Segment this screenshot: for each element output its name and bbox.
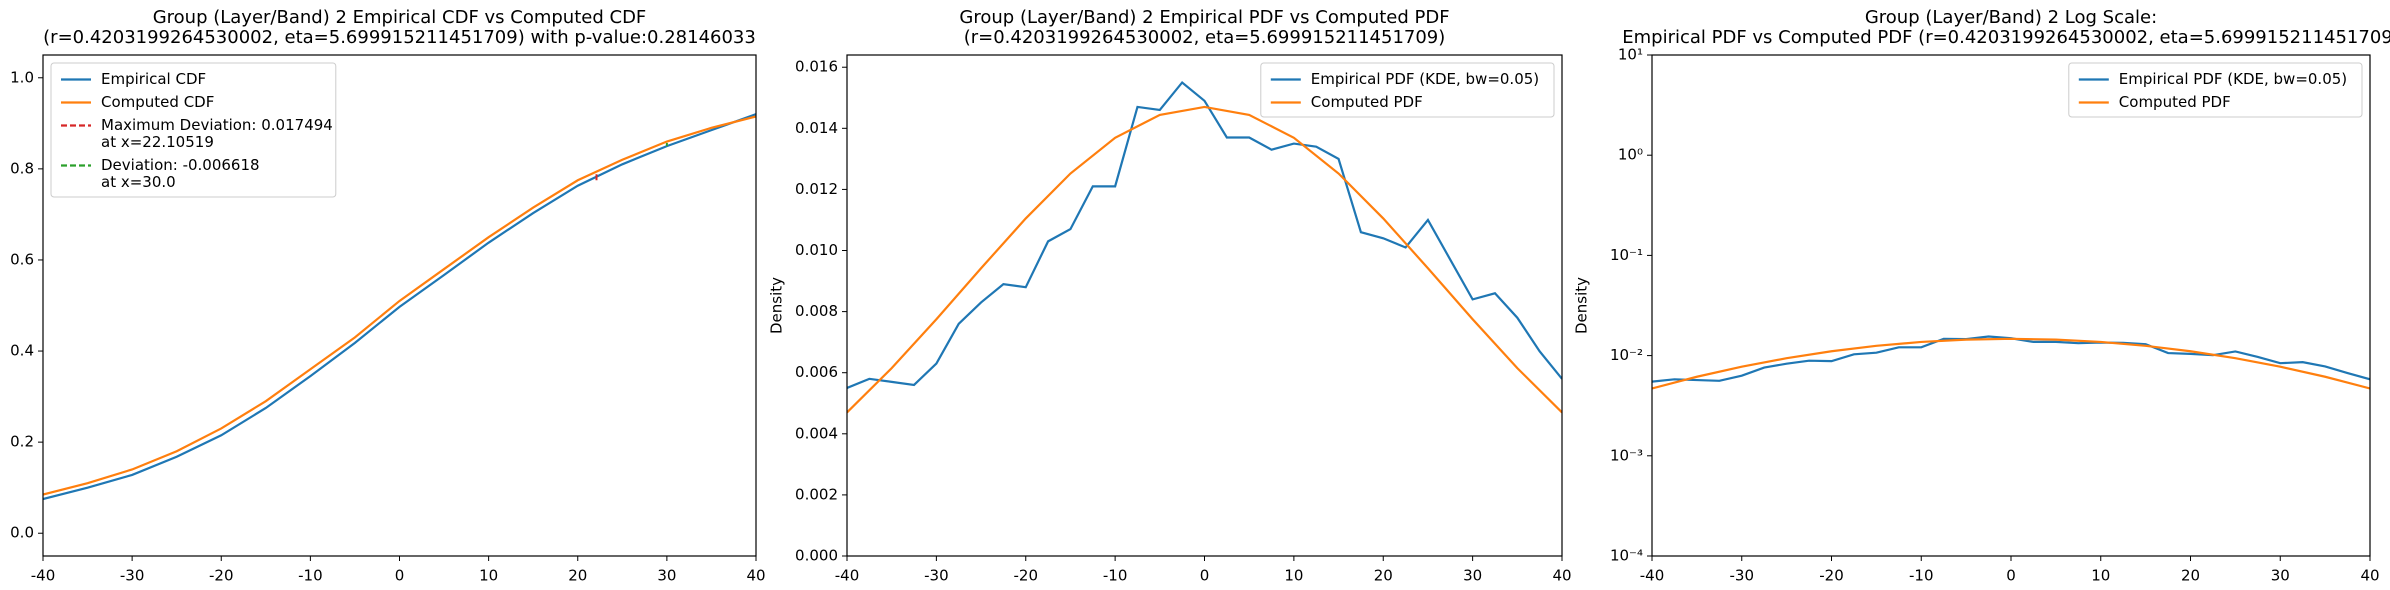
series-line — [1652, 335, 2370, 383]
legend-label: Computed CDF — [101, 93, 214, 111]
x-tick-label: -30 — [120, 567, 145, 585]
y-tick-label: 1.0 — [10, 68, 34, 86]
y-tick-label: 10⁻⁴ — [1610, 547, 1643, 565]
series-line — [43, 115, 756, 496]
axes-frame — [1651, 54, 2371, 557]
chart-title: Group (Layer/Band) 2 Log Scale: — [1865, 7, 2157, 28]
legend-box — [50, 62, 337, 198]
y-tick-label: 0.006 — [795, 363, 838, 381]
y-tick-label: 0.004 — [795, 424, 838, 442]
x-tick-label: -20 — [209, 567, 234, 585]
x-tick-label: -10 — [1103, 567, 1128, 585]
y-tick-label: 0.2 — [10, 433, 34, 451]
plot-area — [1652, 335, 2370, 390]
x-tick-label: -30 — [924, 567, 949, 585]
legend-box — [1260, 62, 1555, 118]
y-tick-label: 0.014 — [795, 119, 838, 137]
x-tick-label: 20 — [2181, 567, 2200, 585]
x-tick-label: -40 — [1640, 567, 1665, 585]
legend-box — [2068, 62, 2363, 118]
y-tick-label: 0.012 — [795, 180, 838, 198]
y-tick-label: 0.4 — [10, 342, 34, 360]
x-tick-label: 0 — [1200, 567, 1210, 585]
y-tick-label: 0.016 — [795, 58, 838, 76]
plot-area — [43, 113, 756, 501]
legend-label: at x=22.10519 — [101, 133, 214, 151]
legend: Empirical PDF (KDE, bw=0.05) Computed PDF — [1260, 62, 1555, 118]
y-tick-label: 10⁻¹ — [1610, 246, 1643, 264]
plot-area — [847, 80, 1562, 414]
series-line — [1652, 337, 2370, 390]
x-tick-label: 20 — [568, 567, 587, 585]
axes-frame — [846, 54, 1563, 557]
legend-label: Deviation: -0.006618 — [101, 156, 260, 174]
y-tick-label: 10⁻³ — [1610, 446, 1643, 464]
legend-label: Computed PDF — [2119, 93, 2231, 111]
legend-label: Empirical PDF (KDE, bw=0.05) — [1311, 70, 1539, 88]
chart-title: (r=0.4203199264530002, eta=5.69991521145… — [43, 27, 756, 48]
legend-label: Computed PDF — [1311, 93, 1423, 111]
y-tick-label: 0.8 — [10, 159, 34, 177]
y-tick-label: 0.002 — [795, 485, 838, 503]
x-tick-label: 10 — [1284, 567, 1303, 585]
y-tick-label: 0.000 — [795, 547, 838, 565]
legend-label: at x=30.0 — [101, 173, 176, 191]
y-tick-label: 0.0 — [10, 524, 34, 542]
x-tick-label: 40 — [1552, 567, 1571, 585]
x-tick-label: 20 — [1374, 567, 1393, 585]
x-tick-label: 10 — [479, 567, 498, 585]
series-line — [847, 105, 1562, 414]
legend-label: Empirical CDF — [101, 70, 206, 88]
x-tick-label: 30 — [2271, 567, 2290, 585]
x-tick-label: -40 — [835, 567, 860, 585]
chart-title: (r=0.4203199264530002, eta=5.69991521145… — [964, 27, 1446, 48]
y-tick-label: 10⁻² — [1610, 346, 1643, 364]
x-tick-label: 0 — [2006, 567, 2016, 585]
x-tick-label: 30 — [1463, 567, 1482, 585]
x-tick-label: -20 — [1014, 567, 1039, 585]
y-tick-label: 0.010 — [795, 241, 838, 259]
axes-frame — [42, 54, 757, 557]
y-tick-label: 10⁰ — [1618, 146, 1643, 164]
x-tick-label: 10 — [2091, 567, 2110, 585]
series-line — [847, 80, 1562, 389]
y-axis-label: Density — [1573, 277, 1591, 334]
x-tick-label: -10 — [1909, 567, 1934, 585]
y-tick-label: 0.6 — [10, 250, 34, 268]
x-tick-label: 40 — [2360, 567, 2379, 585]
chart-title: Group (Layer/Band) 2 Empirical CDF vs Co… — [153, 7, 647, 28]
y-axis-label: Density — [768, 277, 786, 334]
x-tick-label: 0 — [395, 567, 405, 585]
legend: Empirical CDF Computed CDF Maximum Deviati… — [50, 62, 337, 198]
legend-label: Maximum Deviation: 0.017494 — [101, 116, 333, 134]
x-tick-label: -20 — [1819, 567, 1844, 585]
x-tick-label: -10 — [298, 567, 323, 585]
x-tick-label: 40 — [746, 567, 765, 585]
chart-title: Empirical PDF vs Computed PDF (r=0.42031… — [1622, 27, 2390, 48]
chart-title: Group (Layer/Band) 2 Empirical PDF vs Co… — [959, 7, 1449, 28]
x-tick-label: -40 — [31, 567, 56, 585]
legend-label: Empirical PDF (KDE, bw=0.05) — [2119, 70, 2347, 88]
legend: Empirical PDF (KDE, bw=0.05) Computed PDF — [2068, 62, 2363, 118]
y-tick-label: 0.008 — [795, 302, 838, 320]
x-tick-label: 30 — [657, 567, 676, 585]
y-tick-label: 10¹ — [1618, 46, 1643, 64]
x-tick-label: -30 — [1730, 567, 1755, 585]
series-line — [43, 113, 756, 501]
